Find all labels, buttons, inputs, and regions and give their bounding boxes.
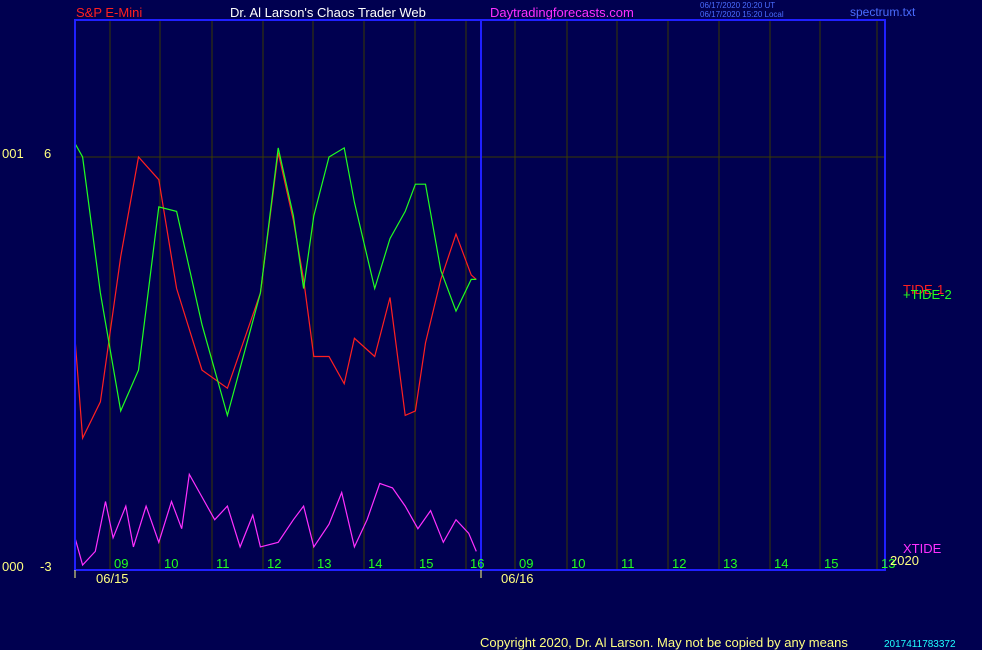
x-tick-label: 12 <box>672 556 686 571</box>
x-tick-label: 11 <box>621 556 635 571</box>
copyright-text: Copyright 2020, Dr. Al Larson. May not b… <box>480 635 848 650</box>
date-label-2: 06/16 <box>501 571 534 586</box>
x-tick-label: 09 <box>519 556 533 571</box>
legend-tide-2-label: TIDE-2 <box>910 287 952 302</box>
upper-left-code: 001 <box>2 146 24 161</box>
x-tick-label: 13 <box>723 556 737 571</box>
year-label: 2020 <box>890 553 919 568</box>
x-tick-label: 15 <box>824 556 838 571</box>
series-line-tide-2 <box>74 143 477 418</box>
x-tick-label: 16 <box>470 556 484 571</box>
legend-tide-1: TIDE-1 <box>903 282 945 297</box>
lower-value-label: -3 <box>40 559 52 574</box>
legend-tide-2: +TIDE-2 <box>903 287 952 302</box>
x-tick-label: 12 <box>267 556 281 571</box>
x-tick-label: 10 <box>164 556 178 571</box>
legend-xtide: XTIDE <box>903 541 942 556</box>
chart-grid <box>75 20 885 570</box>
x-tick-label: 14 <box>774 556 788 571</box>
x-tick-label: 15 <box>419 556 433 571</box>
chart-series <box>74 143 477 567</box>
site-link[interactable]: Daytradingforecasts.com <box>490 5 634 20</box>
x-tick-label: 13 <box>317 556 331 571</box>
symbol-title: S&P E-Mini <box>76 5 143 20</box>
x-tick-label: 10 <box>571 556 585 571</box>
x-tick-label: 11 <box>216 556 230 571</box>
x-tick-label: 13 <box>881 556 895 571</box>
author-title: Dr. Al Larson's Chaos Trader Web <box>230 5 426 20</box>
local-timestamp: 06/17/2020 15:20 Local <box>700 10 784 19</box>
visit-counter: 2017411783372 <box>884 639 956 650</box>
x-tick-label: 09 <box>114 556 128 571</box>
series-line-tide-1 <box>74 152 477 441</box>
x-tick-label: 14 <box>368 556 382 571</box>
utc-timestamp: 06/17/2020 20:20 UT <box>700 1 776 10</box>
upper-value-label: 6 <box>44 146 52 161</box>
series-line-xtide <box>74 472 477 567</box>
lower-left-code: 000 <box>2 559 24 574</box>
date-label-1: 06/15 <box>96 571 129 586</box>
file-name: spectrum.txt <box>850 5 916 19</box>
